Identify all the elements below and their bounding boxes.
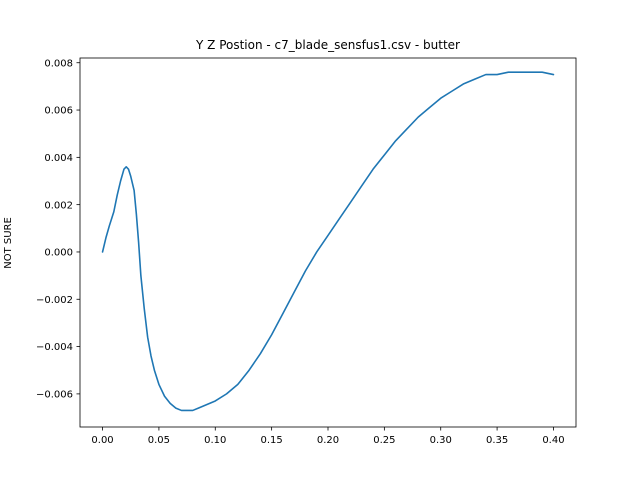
y-tick-label: 0.006 — [44, 106, 73, 117]
y-tick-label: −0.002 — [36, 295, 73, 306]
x-tick-label: 0.00 — [91, 435, 113, 446]
y-tick-label: 0.002 — [44, 200, 73, 211]
y-tick-label: 0.000 — [44, 248, 73, 259]
y-axis-label: NOT SURE — [3, 217, 14, 269]
y-tick-label: 0.004 — [44, 153, 73, 164]
x-tick-label: 0.05 — [148, 435, 170, 446]
x-tick-label: 0.35 — [486, 435, 508, 446]
x-tick-label: 0.30 — [430, 435, 452, 446]
plot-area — [101, 71, 555, 412]
chart-title: Y Z Postion - c7_blade_sensfus1.csv - bu… — [195, 38, 460, 52]
x-tick-label: 0.15 — [261, 435, 283, 446]
y-tick-label: 0.008 — [44, 58, 73, 69]
x-tick-label: 0.40 — [542, 435, 564, 446]
plot-frame — [79, 57, 577, 428]
x-tick-label: 0.10 — [204, 435, 226, 446]
series-line — [101, 71, 555, 412]
x-axis-ticks: 0.00 0.05 0.10 0.15 0.20 0.25 0.30 0.35 0.40 — [91, 427, 565, 446]
x-tick-label: 0.20 — [317, 435, 339, 446]
x-tick-label: 0.25 — [373, 435, 395, 446]
y-tick-label: −0.006 — [36, 389, 73, 400]
y-tick-label: −0.004 — [36, 342, 73, 353]
y-axis-ticks: −0.006 −0.004 −0.002 0.000 0.002 0.004 0.006 0.… — [36, 58, 80, 400]
